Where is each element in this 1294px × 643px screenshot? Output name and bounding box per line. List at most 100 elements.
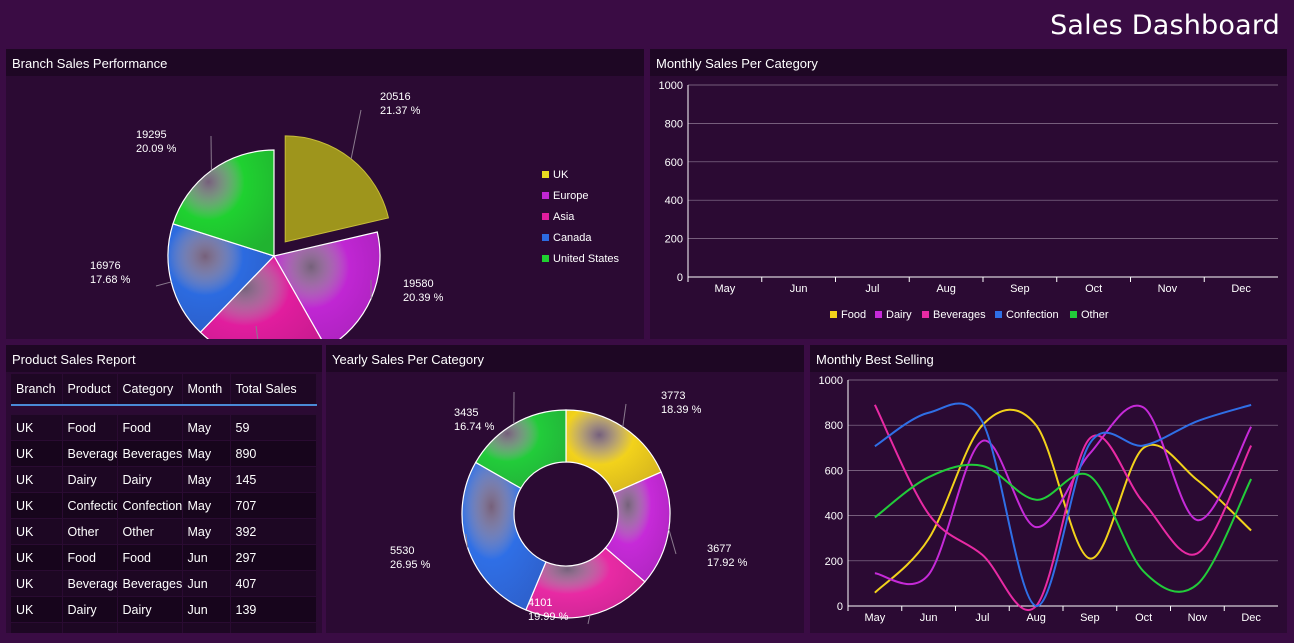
line-series-confection[interactable] (874, 402, 1252, 607)
column-header-branch[interactable]: Branch (11, 374, 63, 406)
table-cell: UK (11, 518, 63, 545)
table-cell: 392 (230, 518, 317, 545)
legend-label-confection: Confection (1006, 309, 1059, 321)
donut-leader-line (668, 529, 677, 555)
bar-dairy-aug[interactable] (928, 210, 938, 277)
donut-percent-label: 17.92 % (707, 557, 748, 569)
table-cell: May (182, 518, 231, 545)
legend-swatch-united-states (542, 255, 549, 262)
bar-other-dec[interactable] (1256, 169, 1266, 277)
table-cell: Confection (62, 492, 118, 519)
bar-dairy-nov[interactable] (1150, 204, 1160, 277)
y-tick-label: 200 (825, 556, 843, 568)
bar-other-jul[interactable] (888, 158, 898, 277)
donut-slice-confection[interactable] (461, 461, 547, 611)
legend-label-europe: Europe (553, 190, 588, 202)
bar-food-may[interactable] (696, 266, 706, 277)
bar-other-sep[interactable] (1035, 167, 1045, 277)
line-series-food[interactable] (874, 408, 1252, 594)
column-header-product[interactable]: Product (62, 374, 118, 406)
table-cell: UK (11, 440, 63, 467)
donut-slice-food[interactable] (565, 409, 662, 494)
line-series-beverages[interactable] (873, 404, 1253, 611)
table-row[interactable]: UKBeveragesBeveragesJun407 (11, 570, 317, 597)
y-tick-label: 800 (825, 420, 843, 432)
x-tick-label: Aug (936, 283, 956, 295)
legend-swatch-asia (542, 213, 549, 220)
pie-slice-uk[interactable] (284, 135, 390, 243)
bar-confection-dec[interactable] (1245, 106, 1255, 277)
table-cell: UK (11, 544, 63, 571)
bar-beverages-oct[interactable] (1087, 189, 1097, 277)
table-cell: Jun (182, 544, 231, 571)
table-row[interactable]: UKBeveragesBeveragesMay890 (11, 440, 317, 467)
line-series-other[interactable] (874, 463, 1253, 593)
bar-beverages-jun[interactable] (792, 199, 802, 277)
table-row[interactable]: UK Food Food May 59 (11, 414, 317, 441)
bar-dairy-may[interactable] (707, 249, 717, 277)
table-row[interactable]: UK Other Other May 392 (11, 518, 317, 545)
bar-food-dec[interactable] (1212, 213, 1222, 277)
bar-other-jun[interactable] (814, 168, 824, 277)
bar-dairy-jun[interactable] (781, 250, 791, 277)
table-row[interactable]: UK Food Food Jun 297 (11, 544, 317, 571)
donut-slice-beverages[interactable] (525, 547, 646, 619)
table-cell: Other (62, 518, 118, 545)
column-header-month[interactable]: Month (182, 374, 231, 406)
product-sales-table: Branch Product Category Month Total Sales UK… (11, 374, 317, 633)
table-row[interactable]: UK Dairy Dairy Jun 139 (11, 596, 317, 623)
bar-beverages-nov[interactable] (1161, 232, 1171, 277)
column-header-category[interactable]: Category (117, 374, 183, 406)
table-cell: UK (11, 414, 63, 441)
bar-dairy-jul[interactable] (855, 137, 865, 277)
pie-leader-line (155, 281, 172, 287)
table-row[interactable]: UKConfectionConfectionMay707 (11, 492, 317, 519)
bar-confection-jun[interactable] (803, 113, 813, 277)
branch-sales-title: Branch Sales Performance (12, 56, 168, 71)
bar-dairy-dec[interactable] (1223, 125, 1233, 277)
bar-food-jun[interactable] (770, 220, 780, 277)
bar-confection-jul[interactable] (877, 121, 887, 277)
table-row[interactable]: UK Dairy Dairy May 145 (11, 466, 317, 493)
bar-other-nov[interactable] (1183, 259, 1193, 277)
bar-other-oct[interactable] (1109, 248, 1119, 277)
donut-percent-label: 16.74 % (454, 421, 495, 433)
bar-confection-nov[interactable] (1172, 120, 1182, 277)
donut-slice-other[interactable] (474, 409, 567, 490)
x-tick-label: Jul (865, 283, 879, 295)
bar-dairy-oct[interactable] (1076, 108, 1086, 277)
bar-beverages-may[interactable] (718, 106, 728, 277)
bar-dairy-sep[interactable] (1002, 147, 1012, 277)
pie-slice-asia[interactable] (199, 255, 326, 339)
bar-beverages-dec[interactable] (1234, 141, 1244, 277)
bar-food-nov[interactable] (1139, 170, 1149, 277)
table-cell: May (182, 440, 231, 467)
table-cell: 707 (230, 492, 317, 519)
line-series-dairy[interactable] (874, 404, 1252, 586)
bar-beverages-jul[interactable] (866, 234, 876, 277)
table-cell: May (182, 414, 231, 441)
bar-confection-oct[interactable] (1098, 141, 1108, 277)
column-header-total-sales[interactable]: Total Sales (230, 374, 317, 406)
legend-label-uk: UK (553, 169, 569, 181)
table-cell: Beverages (117, 570, 183, 597)
x-tick-label: May (714, 283, 735, 295)
table-cell: May (182, 466, 231, 493)
donut-leader-line (622, 403, 627, 427)
y-tick-label: 400 (665, 195, 683, 207)
table-cell: Food (62, 414, 118, 441)
legend-swatch-dairy (875, 311, 882, 318)
donut-value-label: 5530 (390, 545, 414, 557)
donut-value-label: 3677 (707, 543, 731, 555)
bar-food-oct[interactable] (1065, 143, 1075, 277)
bar-food-sep[interactable] (991, 237, 1001, 277)
bar-beverages-sep[interactable] (1013, 135, 1023, 277)
dashboard-title: Sales Dashboard (1050, 10, 1280, 41)
pie-slice-europe[interactable] (273, 231, 381, 339)
x-tick-label: Aug (1026, 612, 1046, 624)
table-cell: May (182, 492, 231, 519)
bar-other-may[interactable] (740, 202, 750, 277)
pie-value-label: 20516 (380, 91, 411, 103)
bar-confection-sep[interactable] (1024, 139, 1034, 277)
donut-percent-label: 18.39 % (661, 404, 702, 416)
